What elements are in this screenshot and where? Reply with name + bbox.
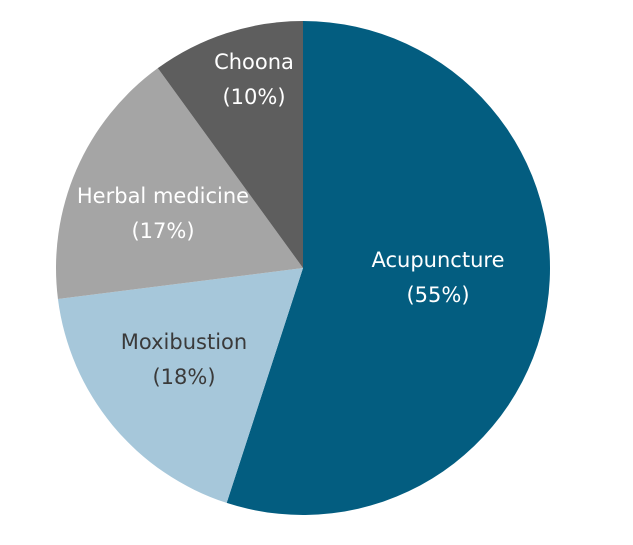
slice-label-herbal-medicine: Herbal medicine: [77, 184, 249, 208]
pie-slice-acupuncture: [226, 21, 551, 515]
slice-label-moxibustion: Moxibustion: [121, 330, 247, 354]
slice-label-acupuncture: Acupuncture: [372, 248, 505, 272]
pie-slice-moxibustion: [57, 268, 304, 503]
pie-slice-herbal-medicine: [56, 68, 303, 299]
slice-percent-acupuncture: (55%): [406, 283, 469, 307]
slice-label-choona: Choona: [214, 50, 294, 74]
slice-percent-herbal-medicine: (17%): [131, 219, 194, 243]
pie-labels: Acupuncture (55%) Moxibustion (18%) Herbal m…: [77, 50, 505, 389]
pie-slices: [56, 21, 551, 515]
slice-percent-moxibustion: (18%): [152, 365, 215, 389]
slice-percent-choona: (10%): [222, 85, 285, 109]
pie-slice-choona: [157, 21, 303, 268]
